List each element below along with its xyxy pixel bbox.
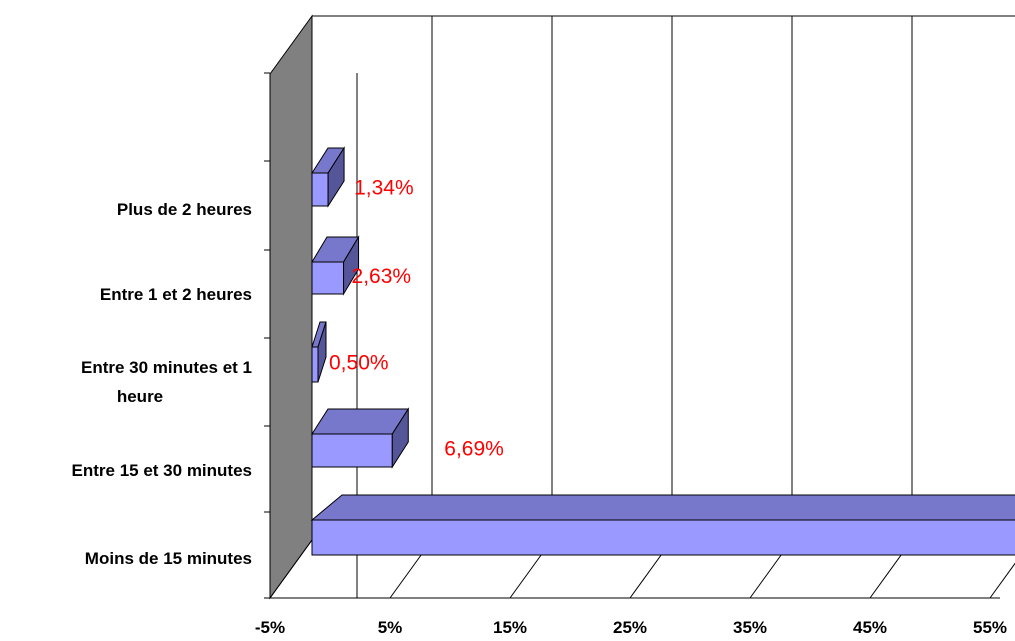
data-label: 6,69% [444, 438, 504, 461]
bar-top [311, 408, 410, 435]
data-label: 0,50% [329, 352, 389, 375]
x-tick-label: 15% [493, 618, 527, 637]
bar [311, 407, 410, 469]
x-tick-label: 45% [853, 618, 887, 637]
back-wall [311, 15, 1015, 540]
bar-top [310, 494, 1015, 521]
bar-side [391, 407, 409, 469]
bar-side [327, 146, 345, 208]
x-tick-label: 55% [973, 618, 1007, 637]
category-label-line: Entre 30 minutes et 1 [81, 358, 252, 377]
gridline-floor [989, 562, 1015, 599]
bar [311, 321, 327, 383]
bar-front [311, 433, 393, 468]
x-tick-labels: -5% 5% 15% 25% 35% 45% 55% [255, 618, 1007, 637]
x-tick-label: 5% [378, 618, 403, 637]
data-label: 1,34% [354, 177, 414, 200]
bar [311, 146, 345, 208]
category-labels: Moins de 15 minutes Entre 15 et 30 minute… [72, 200, 252, 568]
bar-front [311, 172, 329, 207]
category-label: Moins de 15 minutes [85, 549, 252, 568]
data-label: 2,63% [352, 265, 412, 288]
category-label-line: heure [117, 387, 163, 406]
bar-side [343, 235, 360, 296]
bar-side [317, 321, 327, 383]
bars [310, 146, 1015, 556]
x-tick-label: 25% [613, 618, 647, 637]
bar-front [311, 519, 1015, 556]
gridline-floor [269, 539, 313, 599]
side-wall [269, 14, 313, 600]
x-tick-label: -5% [255, 618, 285, 637]
category-label: Entre 1 et 2 heures [100, 285, 252, 304]
bar-front [311, 261, 345, 295]
category-label: Entre 15 et 30 minutes [72, 461, 252, 480]
data-labels: 88,84%6,69%0,50%2,63%1,34% [329, 177, 504, 461]
category-label: Plus de 2 heures [117, 200, 252, 219]
category-label: Entre 30 minutes et 1 heure [81, 358, 252, 406]
x-tick-label: 35% [733, 618, 767, 637]
bar [311, 235, 360, 296]
bar-front [311, 346, 319, 383]
bar [310, 494, 1015, 556]
